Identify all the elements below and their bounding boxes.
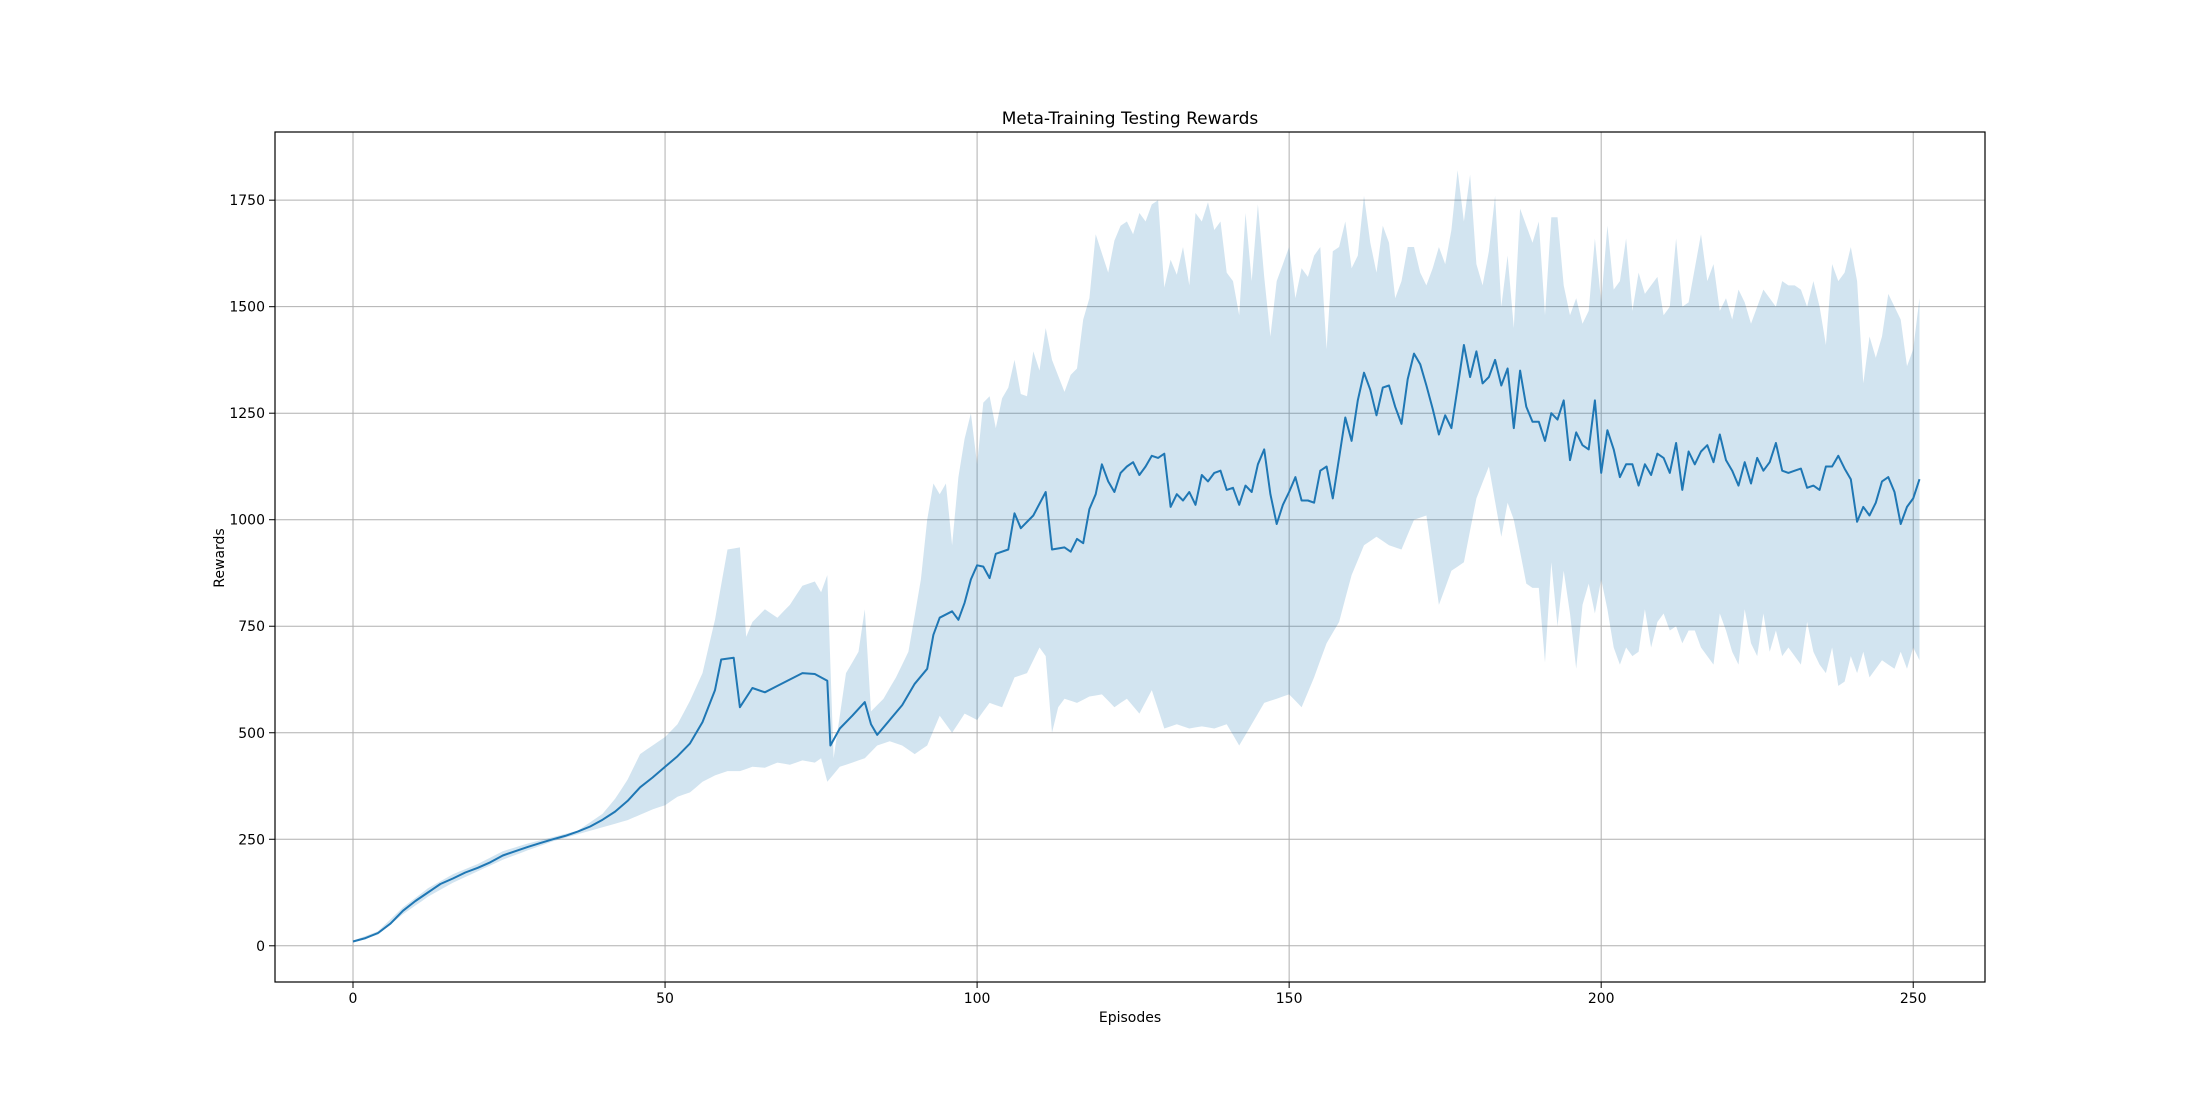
x-tick-label: 100 (964, 991, 991, 1007)
x-tick-label: 0 (349, 991, 358, 1007)
y-tick-label: 1500 (229, 300, 265, 316)
x-tick-label: 250 (1900, 991, 1927, 1007)
y-tick-label: 1250 (229, 406, 265, 422)
y-tick-label: 1000 (229, 513, 265, 529)
x-axis-title: Episodes (1099, 1010, 1161, 1026)
line-layer (352, 344, 1921, 943)
y-axis-title: Rewards (212, 528, 228, 587)
mean-reward-line (352, 344, 1921, 943)
chart-title: Meta-Training Testing Rewards (1002, 109, 1259, 129)
x-tick-label: 150 (1276, 991, 1303, 1007)
x-tick-label: 50 (656, 991, 674, 1007)
y-tick-label: 750 (238, 619, 265, 635)
tick-layer: 0 50 100 150 200 250 0 250 500 750 1000 1250 1500 175… (229, 193, 1926, 1007)
plot-frame (274, 131, 1986, 983)
std-band (353, 170, 1920, 943)
y-tick-label: 1750 (229, 193, 265, 209)
band-layer (353, 170, 1920, 943)
y-tick-label: 500 (238, 726, 265, 742)
x-tick-label: 200 (1588, 991, 1615, 1007)
grid (275, 132, 1985, 982)
y-tick-label: 0 (256, 939, 265, 955)
y-tick-label: 250 (238, 832, 265, 848)
